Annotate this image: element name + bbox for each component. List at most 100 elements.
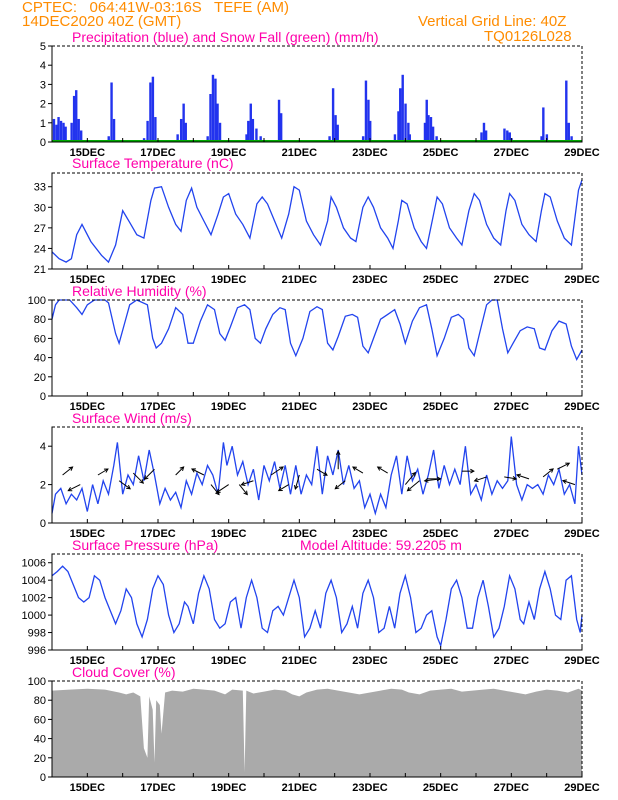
wind-arrow (516, 474, 530, 480)
x-tick-label: 17DEC (140, 528, 176, 540)
wind-arrowhead (243, 490, 248, 496)
precip-bar (334, 115, 337, 142)
precip-bar (112, 118, 116, 142)
x-tick-label: 25DEC (423, 274, 459, 286)
y-tick-label: 0 (40, 772, 46, 784)
precip-bar (249, 103, 252, 142)
x-tick-label: 27DEC (494, 655, 530, 667)
wind-arrowhead (126, 484, 131, 490)
wind-arrow (97, 468, 109, 476)
wind-arrowhead (334, 484, 340, 490)
panel-title: Cloud Cover (%) (72, 664, 175, 680)
series-line (51, 436, 583, 516)
x-tick-label: 19DEC (211, 782, 247, 794)
wind-arrow (562, 480, 576, 486)
x-tick-label: 15DEC (70, 782, 106, 794)
wind-arrow (474, 476, 487, 482)
x-tick-label: 21DEC (282, 528, 318, 540)
x-tick-label: 15DEC (70, 401, 106, 413)
wind-arrow (334, 480, 346, 490)
x-tick-label: 27DEC (494, 401, 530, 413)
x-tick-label: 21DEC (282, 274, 318, 286)
cloud-cover-area (52, 688, 582, 777)
x-tick-label: 23DEC (352, 274, 388, 286)
precip-bar (70, 122, 73, 142)
wind-arrowhead (68, 466, 74, 471)
precip-bar (218, 122, 222, 142)
wind-arrow (294, 474, 300, 490)
precip-bar (408, 134, 411, 142)
precip-bar (59, 120, 63, 142)
wind-arrow (352, 466, 364, 474)
wind-arrowhead (215, 488, 221, 494)
model-code: TQ0126L028 (484, 28, 572, 45)
wind-arrowhead (561, 479, 567, 484)
panel-4: Surface Pressure (hPa) Model Altitude: 59… (22, 537, 600, 667)
y-tick-label: 40 (34, 734, 46, 746)
y-tick-label: 20 (34, 753, 46, 765)
wind-arrowhead (335, 450, 341, 455)
station-info: CPTEC: 064:41W-03:16S TEFE (AM) (22, 0, 290, 16)
precip-bar (508, 132, 511, 142)
precip-bar (399, 88, 402, 142)
precip-bar (565, 80, 568, 142)
precip-bar (182, 103, 185, 142)
x-tick-label: 15DEC (70, 655, 106, 667)
wind-arrow (557, 462, 570, 470)
precip-bar (154, 117, 157, 142)
wind-arrowhead (322, 471, 328, 476)
wind-arrowhead (565, 462, 571, 467)
wind-arrowhead (279, 466, 284, 471)
x-tick-label: 17DEC (140, 655, 176, 667)
y-tick-label: 100 (28, 295, 46, 307)
y-tick-label: 998 (28, 628, 46, 640)
x-tick-label: 29DEC (564, 655, 600, 667)
y-tick-label: 80 (34, 695, 46, 707)
wind-arrow (191, 468, 205, 476)
precip-bar (542, 107, 545, 142)
precip-bar (245, 134, 248, 142)
precip-bar (431, 126, 435, 142)
wind-arrowhead (67, 487, 73, 492)
y-tick-label: 0 (40, 518, 46, 530)
x-tick-label: 21DEC (282, 655, 318, 667)
precip-bar (397, 111, 400, 142)
precip-bar (184, 122, 187, 142)
x-tick-label: 25DEC (423, 147, 459, 159)
wind-arrow (62, 466, 73, 476)
wind-arrow (377, 466, 388, 474)
precip-bar (107, 136, 110, 142)
precip-bar (427, 115, 430, 142)
x-tick-label: 19DEC (211, 274, 247, 286)
precip-bar (247, 120, 250, 142)
y-tick-label: 1 (40, 118, 46, 130)
x-tick-label: 25DEC (423, 782, 459, 794)
x-tick-label: 27DEC (494, 274, 530, 286)
x-tick-label: 23DEC (352, 401, 388, 413)
precip-bar (423, 122, 427, 142)
wind-arrowhead (293, 484, 299, 491)
x-tick-label: 25DEC (423, 655, 459, 667)
wind-arrowhead (179, 466, 185, 471)
x-tick-label: 17DEC (140, 147, 176, 159)
precip-bar (277, 99, 281, 142)
wind-arrow (504, 476, 517, 480)
precip-bar (540, 136, 543, 142)
wind-arrow (278, 484, 289, 492)
panel-2: Relative Humidity (%) 0 20 40 60 80 100 15DEC 17… (28, 283, 600, 413)
precip-bar (62, 122, 65, 142)
panel-frame (51, 45, 583, 143)
y-tick-label: 0 (40, 137, 46, 149)
x-tick-label: 25DEC (423, 401, 459, 413)
x-tick-label: 29DEC (564, 528, 600, 540)
wind-arrow (404, 472, 416, 485)
y-tick-label: 21 (34, 264, 46, 276)
panel-5: Cloud Cover (%) 0 20 40 60 80 100 15DEC 17DEC 19D… (28, 664, 600, 794)
x-tick-label: 21DEC (282, 782, 318, 794)
y-tick-label: 1002 (22, 593, 46, 605)
precip-bar (401, 74, 404, 142)
precip-bar (429, 117, 433, 142)
x-tick-label: 19DEC (211, 655, 247, 667)
precip-bar (407, 122, 410, 142)
precip-bar (214, 78, 217, 142)
